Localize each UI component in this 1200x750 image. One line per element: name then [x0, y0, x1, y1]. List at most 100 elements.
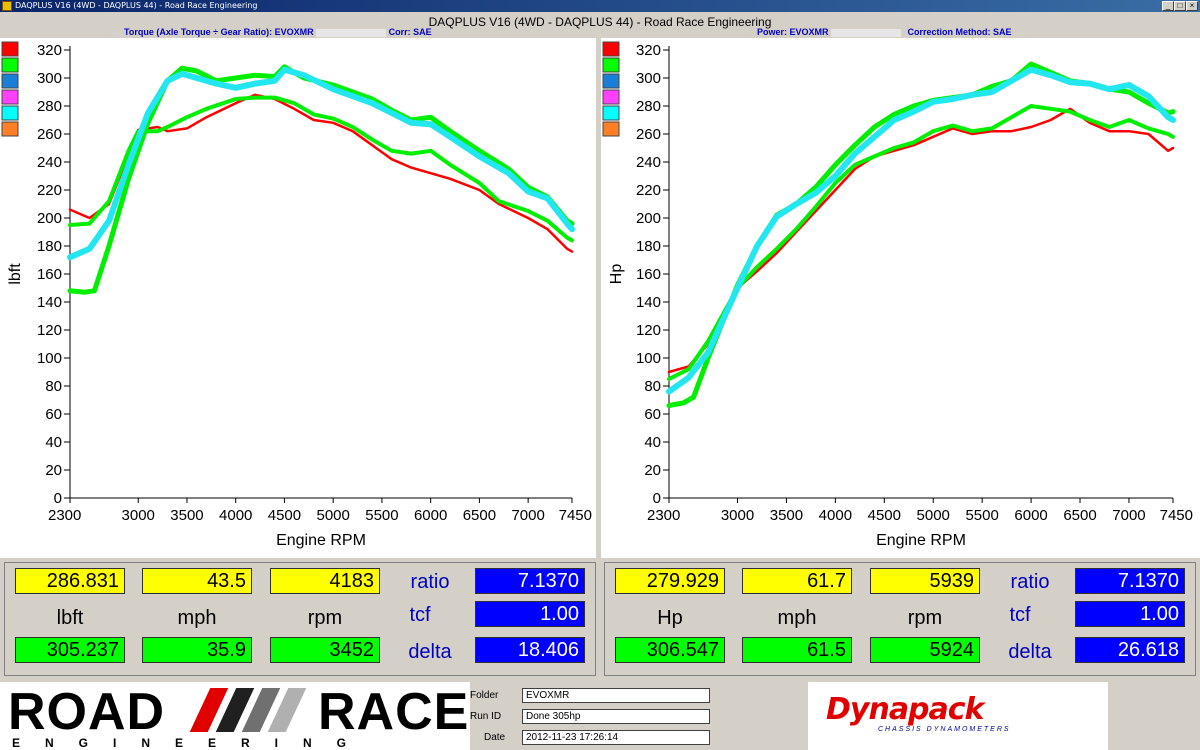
folder-label: Folder [470, 690, 499, 701]
rpm-unit-label: rpm [307, 607, 343, 629]
rpm-unit-label: rpm [907, 607, 943, 629]
ratio-value: 7.1370 [1075, 568, 1185, 594]
cursor-power-value: 279.929 [615, 568, 725, 594]
series-line-3 [67, 64, 575, 295]
tcf-label: tcf [1009, 604, 1031, 626]
peak-speed-value: 35.9 [142, 637, 252, 663]
y-tick-label: 100 [37, 350, 62, 367]
y-tick-label: 200 [636, 210, 661, 227]
series-line-4 [67, 66, 575, 261]
y-tick-label: 200 [37, 210, 62, 227]
y-axis-title: lbft [7, 263, 24, 285]
y-tick-label: 0 [54, 490, 62, 507]
y-tick-label: 140 [37, 294, 62, 311]
dynapack-wordmark: Dynapack [826, 692, 985, 727]
y-tick-label: 120 [636, 322, 661, 339]
torque-readout-panel: 286.831 43.5 4183 ratio 7.1370 lbft mph … [4, 562, 596, 676]
maximize-button[interactable]: □ [1174, 1, 1186, 11]
y-tick-label: 260 [636, 126, 661, 143]
minimize-button[interactable]: _ [1162, 1, 1174, 11]
x-tick-label: 7000 [1112, 507, 1145, 524]
y-tick-label: 160 [636, 266, 661, 283]
delta-label: delta [408, 641, 452, 663]
y-tick-label: 140 [636, 294, 661, 311]
torque-chart-panel: 0 20 40 60 80 100 120 140 160 180 200 220 240 260 280 3… [0, 38, 596, 558]
logo-subtitle: ENGINEERING [12, 736, 372, 750]
window-title: DAQPLUS V16 (4WD - DAQPLUS 44) - Road Ra… [15, 1, 258, 10]
x-tick-label: 3500 [770, 507, 803, 524]
x-tick-label: 4500 [868, 507, 901, 524]
y-tick-label: 300 [37, 70, 62, 87]
tcf-value: 1.00 [475, 601, 585, 627]
peak-speed-value: 61.5 [742, 637, 852, 663]
runid-field[interactable]: Done 305hp [522, 709, 710, 724]
legend-swatch [1, 41, 19, 57]
dynapack-subtitle: CHASSIS DYNAMOMETERS [878, 726, 1011, 733]
y-tick-label: 160 [37, 266, 62, 283]
x-axis-title: Engine RPM [276, 532, 366, 549]
window-title-bar: DAQPLUS V16 (4WD - DAQPLUS 44) - Road Ra… [0, 0, 1200, 12]
x-tick-label: 6000 [1014, 507, 1047, 524]
app-icon[interactable] [2, 1, 12, 11]
y-tick-label: 260 [37, 126, 62, 143]
x-tick-label: 4000 [819, 507, 852, 524]
y-tick-label: 180 [37, 238, 62, 255]
torque-unit-label: lbft [56, 607, 84, 629]
y-tick-label: 300 [636, 70, 661, 87]
y-tick-label: 0 [653, 490, 661, 507]
y-tick-label: 40 [644, 434, 661, 451]
y-tick-label: 60 [644, 406, 661, 423]
close-button[interactable]: × [1186, 1, 1198, 11]
y-tick-label: 60 [45, 406, 62, 423]
date-field[interactable]: 2012-11-23 17:26:14 [522, 730, 710, 745]
power-chart-panel: 0 20 40 60 80 100 120 140 160 180 200 220 240 260 280 3… [601, 38, 1200, 558]
x-axis-title: Engine RPM [876, 532, 966, 549]
y-tick-label: 280 [636, 98, 661, 115]
x-tick-label: 2300 [647, 507, 680, 524]
x-tick-label: 3000 [721, 507, 754, 524]
y-tick-label: 80 [644, 378, 661, 395]
x-tick-label: 5500 [965, 507, 998, 524]
peak-power-value: 306.547 [615, 637, 725, 663]
x-tick-label: 7000 [511, 507, 544, 524]
delta-value: 18.406 [475, 637, 585, 663]
power-subtitle: Power: EVOXMR Correction Method: SAE [757, 27, 1012, 37]
y-tick-label: 320 [37, 42, 62, 59]
legend-swatch [1, 57, 19, 73]
legend-swatch [602, 57, 620, 73]
y-tick-label: 100 [636, 350, 661, 367]
y-tick-label: 240 [37, 154, 62, 171]
speed-unit-label: mph [177, 607, 217, 629]
series-line-3 [666, 61, 1176, 409]
x-tick-label: 5500 [365, 507, 398, 524]
y-tick-label: 240 [636, 154, 661, 171]
legend-swatch [1, 105, 19, 121]
series-line-1 [667, 107, 1175, 374]
x-tick-label: 6500 [1063, 507, 1096, 524]
x-tick-label: 3500 [170, 507, 203, 524]
legend-swatch [1, 121, 19, 137]
delta-value: 26.618 [1075, 637, 1185, 663]
x-tick-label: 7450 [1160, 507, 1193, 524]
ratio-label: ratio [410, 571, 450, 593]
series-line-2 [667, 104, 1175, 381]
x-tick-label: 6000 [414, 507, 447, 524]
series-line-4 [666, 66, 1176, 395]
main-title: DAQPLUS V16 (4WD - DAQPLUS 44) - Road Ra… [428, 15, 772, 29]
ratio-label: ratio [1010, 571, 1050, 593]
folder-field[interactable]: EVOXMR [522, 688, 710, 703]
y-tick-label: 80 [45, 378, 62, 395]
peak-rpm-value: 5924 [870, 637, 980, 663]
y-tick-label: 180 [636, 238, 661, 255]
legend-swatch [602, 121, 620, 137]
legend-swatch [602, 41, 620, 57]
x-tick-label: 4000 [219, 507, 252, 524]
y-tick-label: 280 [37, 98, 62, 115]
cursor-rpm-value: 5939 [870, 568, 980, 594]
road-race-logo: ROAD RACE ENGINEERING [0, 682, 470, 750]
cursor-speed-value: 61.7 [742, 568, 852, 594]
x-tick-label: 7450 [559, 507, 592, 524]
logo-word-road: ROAD [8, 683, 166, 741]
y-tick-label: 320 [636, 42, 661, 59]
legend-swatch [1, 73, 19, 89]
